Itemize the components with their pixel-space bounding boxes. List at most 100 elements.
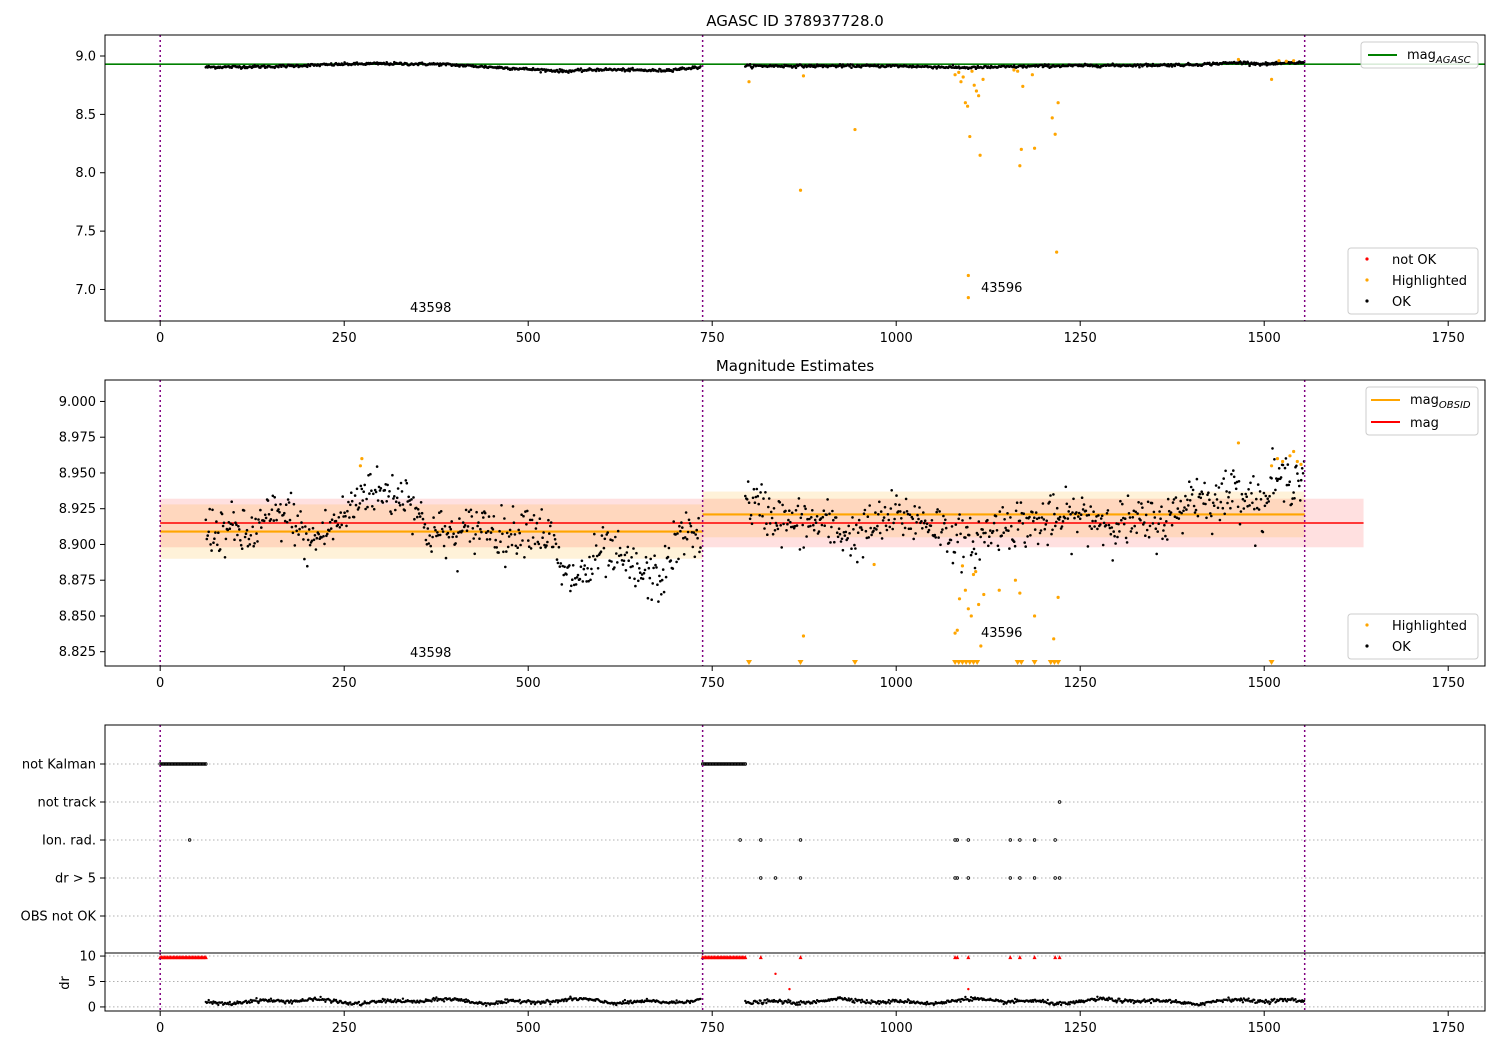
ok-point	[326, 532, 329, 536]
ok-point	[1066, 517, 1070, 520]
ok-point	[776, 527, 780, 531]
ok-point	[1207, 491, 1210, 495]
dr-ok-point	[1058, 1000, 1062, 1004]
ok-point	[751, 496, 755, 500]
ok-point	[1197, 495, 1201, 499]
ok-point	[589, 578, 592, 582]
ok-point	[359, 484, 363, 488]
ok-point	[1028, 515, 1031, 519]
ok-point	[1198, 492, 1202, 496]
ok-point	[635, 551, 638, 555]
ok-point	[686, 530, 690, 534]
ok-point	[1124, 536, 1128, 540]
ok-point	[1228, 491, 1231, 494]
ok-point	[1165, 520, 1168, 523]
dr-ok-point	[436, 999, 439, 1002]
ok-point	[921, 527, 924, 530]
highlighted-point	[977, 94, 981, 98]
ok-point	[1233, 481, 1237, 485]
ok-point	[1295, 464, 1298, 468]
agasc-y-axis: 7.0 7.5 8.0 8.5 9.0	[75, 50, 105, 298]
ok-point	[593, 558, 597, 561]
dr-ok-point	[1068, 1003, 1071, 1006]
ok-point	[492, 515, 496, 518]
dr-ok-point	[1182, 1002, 1185, 1005]
ok-point	[339, 511, 343, 514]
dr-ok-point	[1149, 1001, 1153, 1005]
ok-point	[299, 510, 302, 513]
ok-point	[939, 543, 942, 547]
agasc-obsid-label-2: 43596	[981, 281, 1022, 296]
dr-ok-point	[430, 1000, 433, 1003]
ok-point	[1231, 500, 1234, 503]
ok-point	[916, 513, 919, 517]
highlighted-point	[977, 602, 981, 607]
dr-ok-point	[869, 1002, 872, 1005]
ok-point	[1079, 513, 1083, 516]
ok-point	[1080, 496, 1084, 500]
ok-point	[764, 491, 767, 494]
clipped-marker	[1018, 660, 1025, 665]
ok-point	[394, 508, 397, 512]
ok-point	[960, 571, 963, 574]
ok-point	[235, 523, 238, 527]
dr-ok-point	[1174, 999, 1178, 1002]
ok-point	[1036, 542, 1040, 546]
ok-point	[585, 580, 588, 583]
ok-point	[1229, 506, 1232, 510]
ok-point	[959, 532, 962, 536]
ok-point	[493, 546, 497, 549]
ok-point	[565, 573, 568, 576]
ok-point	[888, 525, 892, 529]
ok-point	[283, 519, 287, 523]
ok-point	[482, 516, 485, 519]
dr-ok-point	[286, 999, 290, 1002]
ok-point	[969, 553, 973, 557]
dr-ok-point	[318, 998, 321, 1002]
ok-point	[868, 504, 871, 507]
ok-point	[640, 573, 644, 576]
ok-point	[887, 518, 891, 522]
ok-point	[1139, 518, 1142, 522]
ok-point	[381, 501, 385, 504]
ok-point	[950, 66, 954, 69]
ok-point	[955, 533, 959, 537]
ok-point	[447, 535, 451, 539]
ok-point	[1201, 492, 1204, 496]
ok-point	[258, 521, 261, 524]
dr-ok-point	[814, 1001, 818, 1005]
dr-ok-point	[958, 998, 961, 1001]
ok-point	[1099, 523, 1102, 526]
ok-point	[1146, 500, 1150, 504]
ok-point	[461, 529, 464, 533]
ok-point	[991, 529, 995, 533]
ok-point	[1206, 493, 1209, 497]
ok-point	[416, 515, 419, 519]
ok-point	[332, 513, 336, 516]
dr-ok-point	[1001, 1000, 1004, 1003]
ok-point	[1232, 469, 1235, 472]
ok-point	[399, 481, 403, 485]
dr-ok-point	[969, 999, 972, 1002]
ok-point	[224, 537, 228, 541]
dr-ok-point	[629, 999, 632, 1002]
dr-ok-point	[1066, 1003, 1070, 1006]
ok-point	[666, 555, 670, 559]
ok-point	[343, 511, 346, 514]
ok-point	[344, 514, 347, 518]
clipped-marker	[1031, 660, 1038, 665]
agasc-plot-frame	[104, 34, 1486, 322]
agasc-legend-bottom: not OK Highlighted OK	[1347, 247, 1479, 315]
ok-point	[349, 503, 352, 507]
ok-point	[295, 529, 299, 533]
dr-ok-point	[945, 1001, 948, 1004]
highlighted-point	[953, 73, 957, 77]
dr-ok-point	[1106, 999, 1110, 1002]
flag-point	[955, 876, 959, 880]
ok-point	[1183, 506, 1186, 509]
ok-point	[412, 496, 415, 499]
highlighted-point	[1016, 69, 1020, 73]
ok-point	[1179, 499, 1182, 503]
ok-point	[893, 517, 896, 521]
ok-point	[450, 520, 454, 523]
